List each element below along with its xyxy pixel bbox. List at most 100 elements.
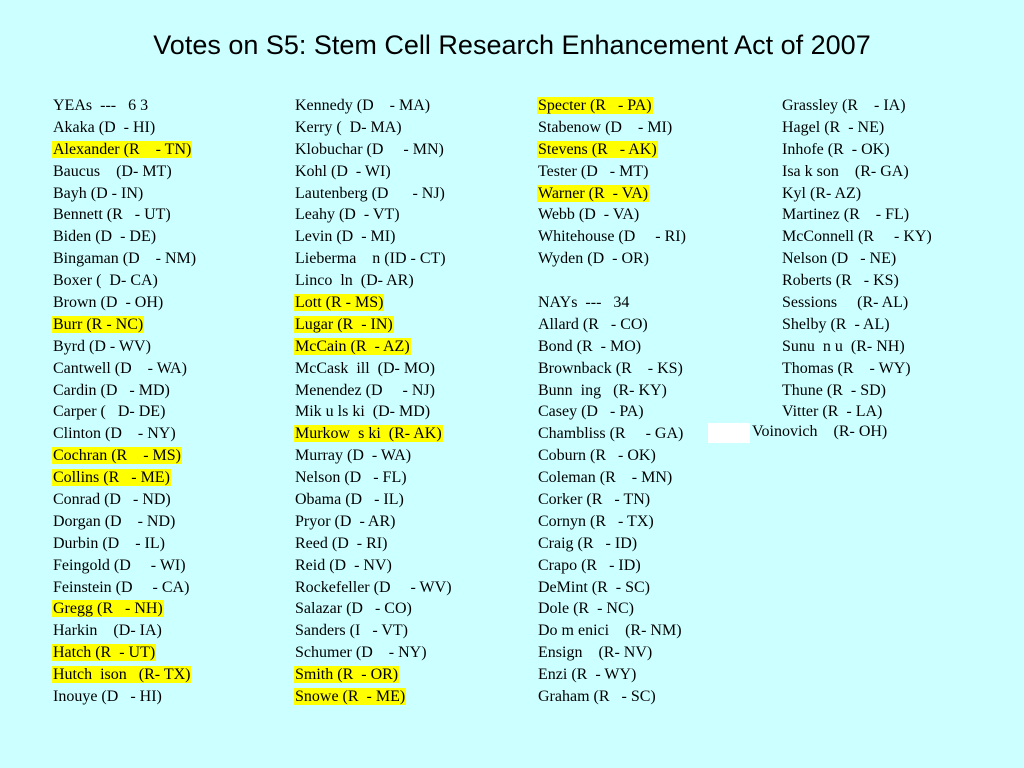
senator-voinovich: Voinovich (R- OH) [752, 423, 888, 440]
senator-entry: Lott (R - MS) [294, 292, 453, 314]
senator-entry-text: Wyden (D - OR) [538, 250, 650, 268]
senator-entry-text: Reid (D - NV) [295, 556, 392, 574]
senator-entry-text: Nelson (D - FL) [295, 469, 407, 487]
senator-entry: Akaka (D - HI) [52, 117, 197, 139]
senator-entry: Harkin (D- IA) [52, 620, 197, 642]
senator-entry: Linco ln (D- AR) [294, 270, 453, 292]
senator-entry: Bond (R - MO) [537, 336, 687, 358]
senator-entry: Thomas (R - WY) [781, 358, 933, 380]
senator-entry: Sessions (R- AL) [781, 292, 933, 314]
senator-entry: Kerry ( D- MA) [294, 117, 453, 139]
senator-column-2: Kennedy (D - MA) Kerry ( D- MA) Klobuchar … [294, 95, 453, 708]
senator-entry-text: Tester (D - MT) [538, 162, 649, 180]
senator-entry-text: Kohl (D - WI) [295, 162, 391, 180]
senator-entry-text: Hutch ison (R- TX) [52, 666, 192, 684]
senator-entry: Grassley (R - IA) [781, 95, 933, 117]
senator-entry-text: Shelby (R - AL) [782, 315, 890, 333]
senator-entry-text: Murkow s ki (R- AK) [294, 425, 443, 443]
senator-entry: McCain (R - AZ) [294, 336, 453, 358]
senator-entry: Lautenberg (D - NJ) [294, 183, 453, 205]
senator-entry: Crapo (R - ID) [537, 555, 687, 577]
senator-entry: Vitter (R - LA) [781, 401, 933, 423]
senator-entry: McConnell (R - KY) [781, 226, 933, 248]
senator-entry-text: Brownback (R - KS) [538, 359, 683, 377]
senator-entry-text: Corker (R - TN) [538, 491, 651, 509]
senator-entry: Dole (R - NC) [537, 598, 687, 620]
senator-entry: Byrd (D - WV) [52, 336, 197, 358]
senator-entry-text: Schumer (D - NY) [295, 644, 427, 662]
senator-entry: Salazar (D - CO) [294, 598, 453, 620]
senator-entry-text: Salazar (D - CO) [295, 600, 412, 618]
senator-entry-text: Lautenberg (D - NJ) [295, 184, 445, 202]
senator-entry: Pryor (D - AR) [294, 511, 453, 533]
senator-entry-text: Lott (R - MS) [294, 294, 385, 312]
senator-entry-text: Cochran (R - MS) [52, 447, 182, 465]
senator-entry-text: Allard (R - CO) [538, 315, 648, 333]
senator-entry-text: Do m enici (R- NM) [538, 622, 682, 640]
senator-entry: Hatch (R - UT) [52, 642, 197, 664]
senator-entry-text: Graham (R - SC) [538, 688, 656, 706]
senator-entry-text: Bond (R - MO) [538, 337, 642, 355]
senator-entry: Graham (R - SC) [537, 686, 687, 708]
senator-entry-text: Lugar (R - IN) [294, 315, 394, 333]
senator-entry: Kohl (D - WI) [294, 161, 453, 183]
senator-entry: Sanders (I - VT) [294, 620, 453, 642]
senator-entry-text: YEAs --- 6 3 [53, 97, 149, 114]
senator-entry: YEAs --- 6 3 [52, 95, 197, 117]
senator-entry-text: Linco ln (D- AR) [295, 272, 414, 290]
senator-entry: Alexander (R - TN) [52, 139, 197, 161]
senator-column-4: Grassley (R - IA) Hagel (R - NE) Inhofe (R… [781, 95, 933, 423]
senator-entry-text: Sessions (R- AL) [782, 294, 909, 312]
senator-entry-text: Thune (R - SD) [782, 381, 886, 399]
senator-entry: Dorgan (D - ND) [52, 511, 197, 533]
senator-entry: Stevens (R - AK) [537, 139, 687, 161]
senator-entry-text: Harkin (D- IA) [53, 622, 162, 640]
senator-entry-text: Boxer ( D- CA) [53, 272, 158, 290]
senator-entry-text: Stabenow (D - MI) [538, 118, 673, 136]
senator-entry-text: McCain (R - AZ) [294, 337, 411, 355]
senator-entry: Inhofe (R - OK) [781, 139, 933, 161]
senator-entry-text: NAYs --- 34 [538, 294, 630, 312]
senator-entry: Coleman (R - MN) [537, 467, 687, 489]
senator-entry: Biden (D - DE) [52, 226, 197, 248]
senator-entry: Do m enici (R- NM) [537, 620, 687, 642]
senator-entry: Kyl (R- AZ) [781, 183, 933, 205]
senator-entry-text: Dorgan (D - ND) [53, 512, 176, 530]
senator-entry-text: Klobuchar (D - MN) [295, 140, 444, 158]
senator-entry-text: Sanders (I - VT) [295, 622, 409, 640]
senator-entry: Ensign (R- NV) [537, 642, 687, 664]
senator-entry: Bunn ing (R- KY) [537, 380, 687, 402]
senator-entry-text: Brown (D - OH) [53, 294, 164, 312]
senator-entry: Warner (R - VA) [537, 183, 687, 205]
senator-entry-text [537, 272, 539, 289]
senator-entry: Mik u ls ki (D- MD) [294, 401, 453, 423]
senator-entry-text: Stevens (R - AK) [537, 140, 658, 158]
senator-entry-text: Feinstein (D - CA) [53, 578, 190, 596]
senator-entry: Inouye (D - HI) [52, 686, 197, 708]
senator-entry: Wyden (D - OR) [537, 248, 687, 270]
senator-entry: Boxer ( D- CA) [52, 270, 197, 292]
senator-entry-text: Baucus (D- MT) [53, 162, 172, 180]
senator-entry-text: Inouye (D - HI) [53, 688, 162, 706]
senator-entry-text: Lieberma n (ID - CT) [295, 250, 446, 268]
senator-column-3: Specter (R - PA) Stabenow (D - MI) Stevens… [537, 95, 687, 708]
senator-entry-text: Conrad (D - ND) [53, 491, 171, 509]
senator-entry-text: Whitehouse (D - RI) [538, 228, 686, 246]
senator-entry-text: Warner (R - VA) [537, 184, 650, 202]
senator-entry-text: Pryor (D - AR) [295, 512, 396, 530]
senator-entry: Bennett (R - UT) [52, 204, 197, 226]
senator-entry-text: Sunu n u (R- NH) [782, 337, 905, 355]
senator-entry-text: Craig (R - ID) [538, 534, 638, 552]
senator-entry: Bingaman (D - NM) [52, 248, 197, 270]
senator-entry-text: Biden (D - DE) [53, 228, 157, 246]
senator-entry: Allard (R - CO) [537, 314, 687, 336]
senator-entry-text: Clinton (D - NY) [53, 425, 176, 443]
senator-entry-text: Nelson (D - NE) [782, 250, 897, 268]
senator-entry: Roberts (R - KS) [781, 270, 933, 292]
senator-entry: Nelson (D - NE) [781, 248, 933, 270]
senator-entry-text: Alexander (R - TN) [52, 140, 193, 158]
senator-entry-text: Burr (R - NC) [52, 315, 145, 333]
senator-entry-text: Akaka (D - HI) [53, 118, 156, 136]
senator-entry-text: Snowe (R - ME) [294, 688, 407, 706]
senator-entry: Whitehouse (D - RI) [537, 226, 687, 248]
